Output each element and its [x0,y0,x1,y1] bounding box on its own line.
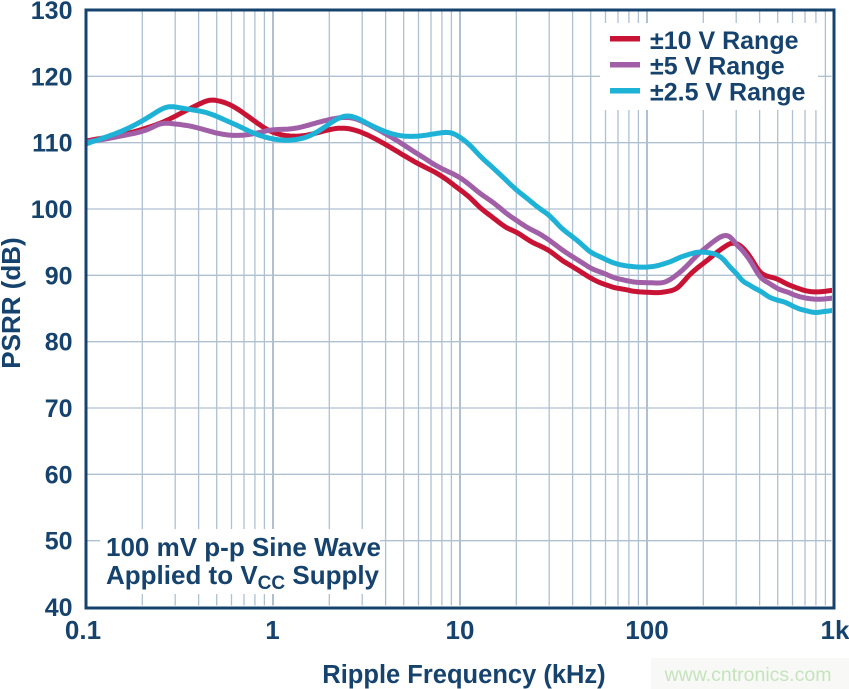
svg-text:60: 60 [45,461,73,489]
svg-text:±10 V Range: ±10 V Range [650,27,799,55]
svg-text:1k: 1k [821,615,849,645]
svg-text:Ripple Frequency (kHz): Ripple Frequency (kHz) [322,661,605,689]
svg-text:1: 1 [265,615,279,645]
svg-text:130: 130 [31,0,73,25]
svg-text:0.1: 0.1 [65,615,101,645]
svg-text:50: 50 [45,528,73,556]
svg-text:70: 70 [45,395,73,423]
svg-text:Applied to VCC Supply: Applied to VCC Supply [106,560,380,594]
svg-text:±5 V Range: ±5 V Range [650,53,785,81]
svg-text:www.cntronics.com: www.cntronics.com [664,664,832,686]
svg-text:PSRR (dB): PSRR (dB) [0,237,26,368]
svg-text:100 mV p-p Sine Wave: 100 mV p-p Sine Wave [106,532,381,562]
svg-text:10: 10 [446,615,475,645]
svg-text:80: 80 [45,329,73,357]
svg-text:±2.5 V Range: ±2.5 V Range [650,79,806,107]
svg-text:40: 40 [45,594,73,622]
svg-text:100: 100 [625,615,668,645]
svg-text:110: 110 [32,130,72,158]
svg-text:90: 90 [45,262,73,290]
svg-text:100: 100 [31,196,73,224]
svg-text:120: 120 [31,63,73,91]
